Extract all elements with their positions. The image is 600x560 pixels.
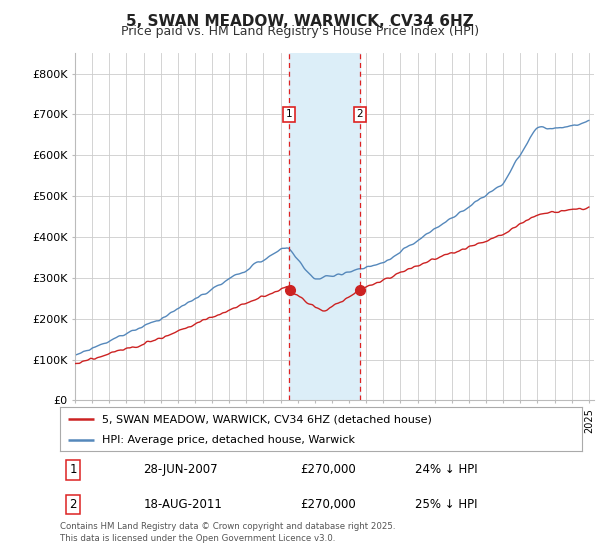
Text: £270,000: £270,000 xyxy=(300,498,356,511)
Text: 24% ↓ HPI: 24% ↓ HPI xyxy=(415,464,478,477)
Text: 5, SWAN MEADOW, WARWICK, CV34 6HZ: 5, SWAN MEADOW, WARWICK, CV34 6HZ xyxy=(126,14,474,29)
Text: 25% ↓ HPI: 25% ↓ HPI xyxy=(415,498,478,511)
Text: 2: 2 xyxy=(356,109,363,119)
Text: 5, SWAN MEADOW, WARWICK, CV34 6HZ (detached house): 5, SWAN MEADOW, WARWICK, CV34 6HZ (detac… xyxy=(102,414,431,424)
Text: Contains HM Land Registry data © Crown copyright and database right 2025.
This d: Contains HM Land Registry data © Crown c… xyxy=(60,522,395,543)
Bar xyxy=(289,53,360,400)
Text: 28-JUN-2007: 28-JUN-2007 xyxy=(143,464,218,477)
Text: 1: 1 xyxy=(70,464,77,477)
Text: £270,000: £270,000 xyxy=(300,464,356,477)
Text: 1: 1 xyxy=(286,109,292,119)
Text: 18-AUG-2011: 18-AUG-2011 xyxy=(143,498,223,511)
Text: HPI: Average price, detached house, Warwick: HPI: Average price, detached house, Warw… xyxy=(102,435,355,445)
Text: Price paid vs. HM Land Registry's House Price Index (HPI): Price paid vs. HM Land Registry's House … xyxy=(121,25,479,38)
Text: 2: 2 xyxy=(70,498,77,511)
